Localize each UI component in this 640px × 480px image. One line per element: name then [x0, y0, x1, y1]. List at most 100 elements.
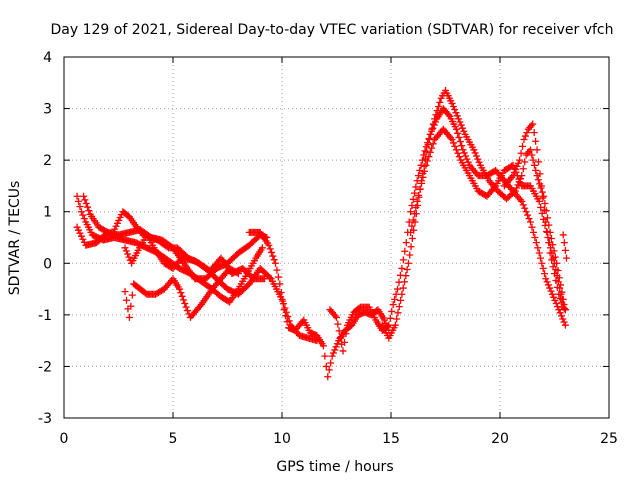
data-point: [456, 138, 464, 146]
data-point: [543, 227, 551, 235]
data-point: [431, 115, 439, 123]
data-point: [459, 124, 467, 132]
data-point: [516, 156, 524, 164]
data-point: [407, 243, 415, 251]
data-point: [429, 120, 437, 128]
y-tick-label: 1: [43, 205, 52, 221]
data-point: [543, 228, 551, 236]
data-point: [514, 159, 522, 167]
data-point: [177, 289, 185, 297]
data-point: [548, 290, 556, 298]
data-point: [452, 109, 460, 117]
data-point: [331, 312, 339, 320]
data-point: [424, 141, 432, 149]
data-point: [128, 291, 136, 299]
data-point: [182, 303, 190, 311]
data-point: [328, 352, 336, 360]
y-tick-label: -3: [38, 411, 52, 427]
data-point: [393, 315, 401, 323]
y-tick-label: 2: [43, 153, 52, 169]
data-point: [530, 161, 538, 169]
data-point: [539, 194, 547, 202]
data-point: [535, 249, 543, 257]
data-point: [537, 182, 545, 190]
data-point: [534, 244, 542, 252]
data-point: [80, 215, 88, 223]
data-point: [543, 278, 551, 286]
data-point: [416, 166, 424, 174]
data-point: [406, 251, 414, 259]
y-axis-ticks: -3 -2 -1 0 1 2 3 4: [38, 50, 609, 427]
data-point: [76, 203, 84, 211]
data-point: [459, 146, 467, 154]
data-point: [448, 136, 456, 144]
data-point: [76, 229, 84, 237]
data-point: [384, 322, 392, 330]
data-point: [422, 161, 430, 169]
chart-title: Day 129 of 2021, Sidereal Day-to-day VTE…: [50, 22, 613, 38]
data-point: [451, 142, 459, 150]
data-point: [181, 300, 189, 308]
series-trace-5: [121, 231, 321, 345]
x-tick-label: 15: [382, 431, 400, 447]
data-point: [524, 211, 532, 219]
data-point: [541, 221, 549, 229]
data-point: [75, 197, 83, 205]
data-point: [552, 300, 560, 308]
data-point: [280, 306, 288, 314]
data-point: [537, 254, 545, 262]
y-tick-label: -1: [38, 308, 52, 324]
data-point: [335, 327, 343, 335]
data-point: [333, 313, 340, 321]
data-point: [265, 241, 273, 249]
data-point: [521, 132, 529, 140]
data-point: [540, 206, 548, 214]
data-point: [423, 157, 431, 165]
data-point: [402, 239, 410, 247]
data-point: [416, 185, 424, 193]
data-marks: [73, 87, 570, 381]
data-point: [535, 197, 543, 205]
data-point: [77, 232, 85, 240]
data-point: [418, 156, 426, 164]
data-point: [271, 259, 279, 267]
data-point: [558, 299, 566, 307]
data-point: [428, 125, 436, 133]
x-tick-label: 5: [169, 431, 178, 447]
data-point: [413, 197, 421, 205]
data-point: [269, 252, 277, 260]
y-tick-label: 4: [43, 50, 52, 66]
data-point: [529, 120, 537, 128]
data-point: [176, 285, 184, 293]
data-point: [409, 216, 417, 224]
y-tick-label: 0: [43, 256, 52, 272]
data-point: [532, 166, 540, 174]
x-axis-ticks: 0 5 10 15 20 25: [60, 57, 618, 447]
data-point: [532, 239, 540, 247]
grid: [64, 57, 609, 418]
data-point: [509, 161, 517, 169]
data-point: [453, 112, 461, 120]
data-point: [470, 146, 478, 154]
data-point: [519, 142, 527, 150]
data-point: [539, 264, 547, 272]
data-point: [261, 275, 269, 283]
data-point: [528, 151, 536, 159]
data-point: [394, 285, 402, 293]
data-point: [544, 234, 552, 241]
data-point: [81, 196, 89, 204]
data-point: [458, 142, 466, 150]
data-point: [544, 214, 552, 222]
data-point: [125, 313, 133, 321]
data-point: [536, 170, 544, 178]
data-point: [429, 140, 437, 148]
data-point: [273, 266, 281, 274]
data-point: [560, 318, 568, 326]
data-point: [556, 309, 564, 317]
data-point: [452, 125, 460, 133]
data-point: [452, 146, 460, 154]
data-point: [460, 127, 468, 135]
data-point: [430, 121, 438, 129]
data-point: [462, 152, 470, 160]
data-point: [519, 201, 527, 209]
